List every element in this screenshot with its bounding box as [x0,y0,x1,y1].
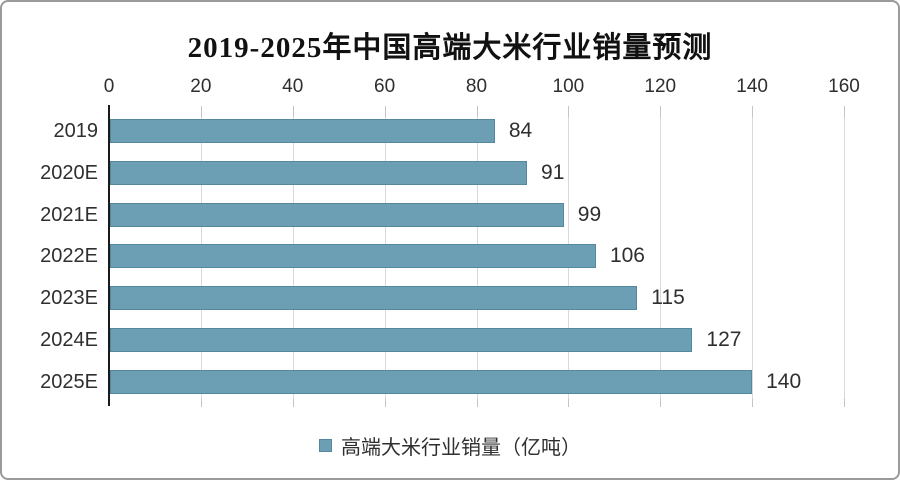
x-tick-mark [844,106,845,117]
x-tick-mark [660,399,662,407]
chart-title: 2019-2025年中国高端大米行业销量预测 [187,32,713,64]
value-label: 106 [609,244,645,268]
legend-label: 高端大米行业销量（亿吨） [341,437,581,459]
x-tick-label: 100 [552,76,585,97]
x-tick-label: 80 [465,76,488,97]
legend: 高端大米行业销量（亿吨） [2,431,898,460]
value-label: 127 [706,328,742,351]
x-tick-mark [384,399,386,407]
x-tick-mark [844,399,845,407]
value-label: 115 [651,286,685,310]
value-label: 91 [541,160,565,184]
x-tick-label: 40 [282,76,304,97]
gridline [844,106,845,399]
x-tick-mark [476,106,478,117]
x-tick-label: 20 [190,76,212,97]
category-label: 2022E [40,245,98,268]
x-tick-label: 160 [828,76,860,97]
category-label: 2019 [53,120,99,142]
category-label: 2024E [40,329,98,351]
x-tick-label: 60 [374,76,396,97]
value-label: 140 [766,369,802,393]
x-tick-label: 0 [103,76,115,97]
bar [110,202,564,227]
y-axis-line [108,105,110,406]
x-tick-mark [476,399,478,407]
x-tick-mark [752,399,754,407]
x-tick-label: 140 [736,76,768,97]
x-tick-mark [660,106,662,117]
x-tick-mark [292,399,294,407]
x-tick-mark [292,106,294,117]
gridline [660,106,662,399]
x-tick-mark [568,399,570,407]
bar [110,369,753,394]
x-tick-mark [752,106,754,117]
x-tick-mark [200,106,202,117]
x-tick-mark [200,399,202,407]
x-tick-mark [568,106,570,117]
x-tick-label: 120 [644,76,677,97]
bar [110,328,693,352]
bar [110,119,495,143]
bar [110,244,596,269]
bar [110,286,638,311]
legend-marker-icon [319,439,332,452]
category-label: 2020E [40,161,98,184]
category-label: 2021E [40,203,98,226]
category-label: 2023E [40,287,98,310]
x-tick-mark [384,106,386,117]
value-label: 84 [508,119,533,142]
gridline [752,106,754,399]
category-label: 2025E [40,370,98,393]
value-label: 99 [577,202,602,226]
bar [110,160,528,185]
